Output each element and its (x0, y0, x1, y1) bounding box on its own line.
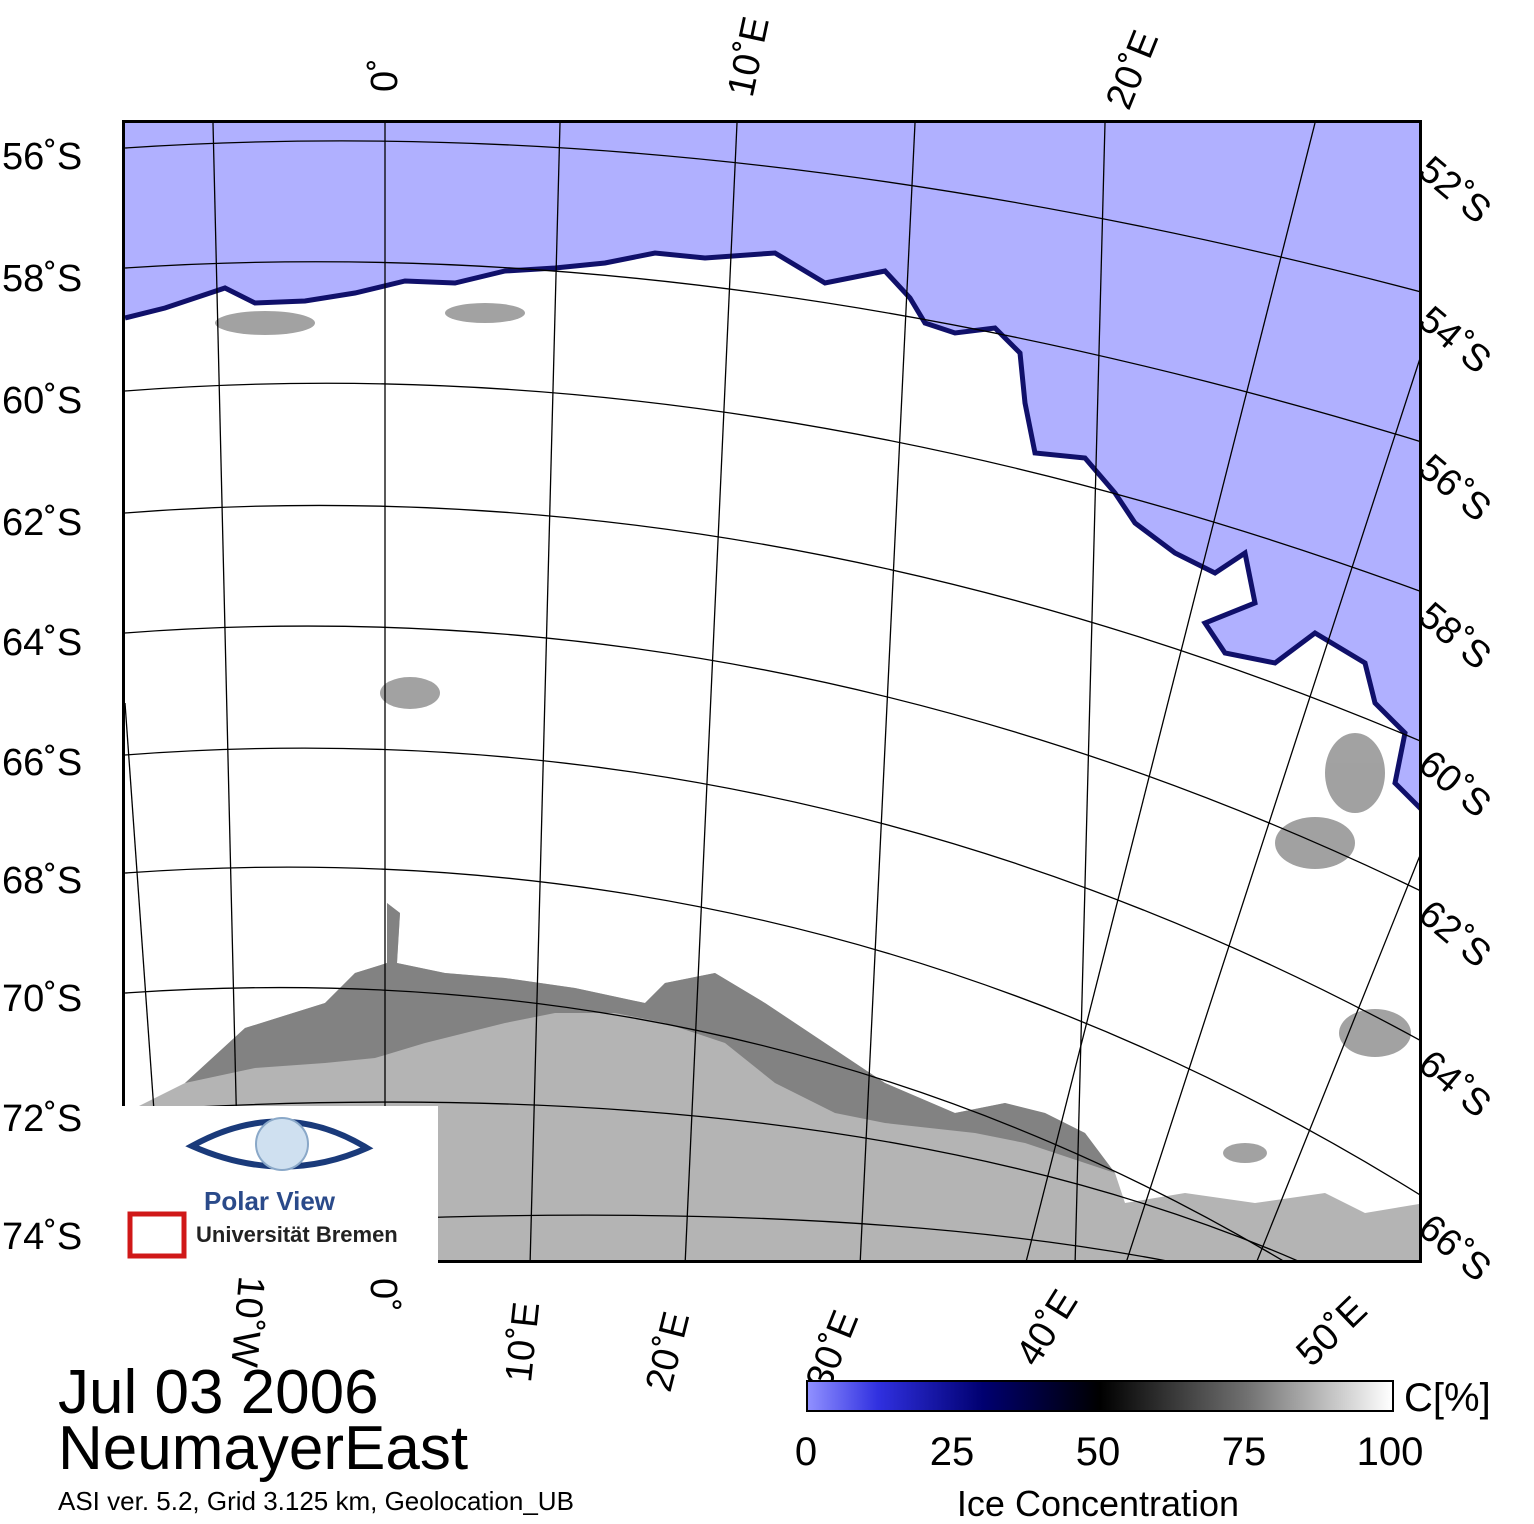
lat-label-left: 64˚S (2, 622, 83, 664)
lat-label-left: 72˚S (2, 1098, 83, 1140)
lat-label-left: 70˚S (2, 978, 83, 1020)
colorbar-unit: C[%] (1404, 1376, 1491, 1420)
lat-label-right: 54˚S (1410, 298, 1499, 383)
map-panel (122, 120, 1422, 1263)
lat-label-left: 68˚S (2, 860, 83, 902)
lat-label-left: 56˚S (2, 136, 83, 178)
lat-label-left: 62˚S (2, 502, 83, 544)
lat-label-left: 60˚S (2, 380, 83, 422)
lon-label-bottom: 0˚ (362, 1278, 404, 1312)
region-name: NeumayerEast (58, 1414, 469, 1483)
lat-label-left: 58˚S (2, 258, 83, 300)
lat-label-right: 60˚S (1410, 742, 1499, 827)
lat-label-right: 64˚S (1410, 1042, 1499, 1127)
lon-label-bottom: 10˚W (222, 1274, 272, 1369)
processing-info: ASI ver. 5.2, Grid 3.125 km, Geolocation… (58, 1486, 574, 1516)
lon-label-top: 10˚E (720, 13, 778, 101)
lat-label-right: 66˚S (1410, 1206, 1499, 1291)
colorbar-tick: 75 (1221, 1430, 1267, 1474)
lon-label-bottom: 40˚E (1008, 1282, 1087, 1374)
lon-label-top: 20˚E (1098, 24, 1168, 115)
sea-ice-map (125, 123, 1419, 1260)
lat-label-right: 62˚S (1410, 892, 1499, 977)
logo-institution: Universität Bremen (196, 1222, 398, 1247)
lat-label-left: 74˚S (2, 1216, 83, 1258)
colorbar-tick: 0 (794, 1430, 818, 1474)
university-seal-icon (127, 1211, 187, 1259)
polar-view-logo: Polar View Universität Bremen (122, 1106, 438, 1264)
ice-shelf (185, 903, 1115, 1173)
colorbar-tick: 100 (1356, 1430, 1424, 1474)
colorbar-tick: 25 (929, 1430, 975, 1474)
map-date: Jul 03 2006 (58, 1358, 379, 1427)
eye-icon (127, 1117, 374, 1259)
lon-label-bottom: 10˚E (498, 1299, 549, 1385)
lat-label-right: 56˚S (1410, 446, 1499, 531)
colorbar-title: Ice Concentration (956, 1483, 1240, 1524)
latitude-graticule (125, 140, 1419, 1260)
lon-label-bottom: 20˚E (638, 1307, 699, 1396)
lat-label-left: 66˚S (2, 742, 83, 784)
lat-label-right: 52˚S (1410, 148, 1499, 233)
lon-label-top: 0˚ (364, 58, 406, 92)
colorbar-tick: 50 (1075, 1430, 1121, 1474)
lat-label-right: 58˚S (1410, 594, 1499, 679)
longitude-graticule (125, 123, 1419, 1260)
lon-label-bottom: 50˚E (1288, 1288, 1376, 1375)
marginal-ice-edge (125, 250, 1419, 811)
low-concentration-patches (215, 303, 1411, 1163)
logo-name: Polar View (204, 1186, 336, 1216)
ice-concentration-colorbar (806, 1380, 1394, 1412)
